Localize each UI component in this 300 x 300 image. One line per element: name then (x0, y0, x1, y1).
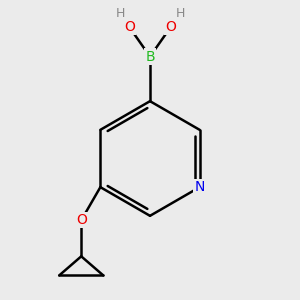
Text: B: B (145, 50, 155, 64)
Text: H: H (116, 7, 125, 20)
Text: O: O (76, 213, 87, 227)
Text: N: N (194, 180, 205, 194)
Text: H: H (175, 7, 184, 20)
Text: O: O (165, 20, 176, 34)
Text: O: O (124, 20, 135, 34)
